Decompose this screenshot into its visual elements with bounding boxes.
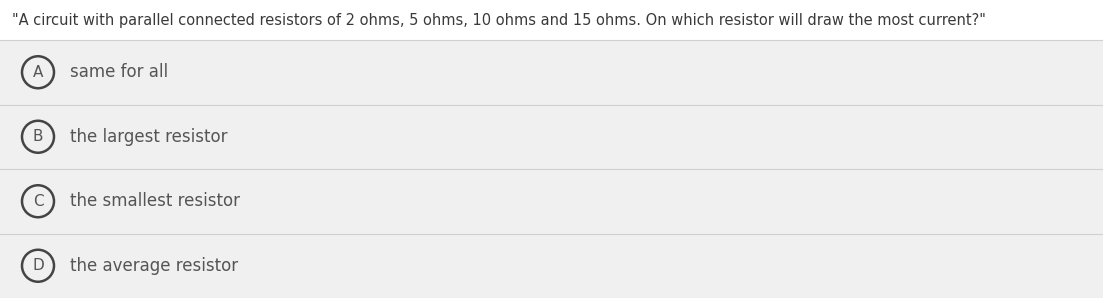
Text: B: B: [33, 129, 43, 144]
Bar: [0, 169, 1103, 234]
Text: A: A: [33, 65, 43, 80]
Text: the average resistor: the average resistor: [69, 257, 238, 275]
Circle shape: [22, 121, 54, 153]
Text: the smallest resistor: the smallest resistor: [69, 192, 240, 210]
Text: D: D: [32, 258, 44, 273]
Text: "A circuit with parallel connected resistors of 2 ohms, 5 ohms, 10 ohms and 15 o: "A circuit with parallel connected resis…: [12, 13, 986, 27]
Bar: [0, 234, 1103, 298]
Text: the largest resistor: the largest resistor: [69, 128, 227, 146]
Circle shape: [22, 250, 54, 282]
Text: same for all: same for all: [69, 63, 168, 81]
Circle shape: [22, 56, 54, 88]
Bar: [0, 105, 1103, 169]
Circle shape: [22, 185, 54, 217]
Bar: [0, 40, 1103, 105]
Bar: [0, 0, 1103, 40]
Text: C: C: [33, 194, 43, 209]
